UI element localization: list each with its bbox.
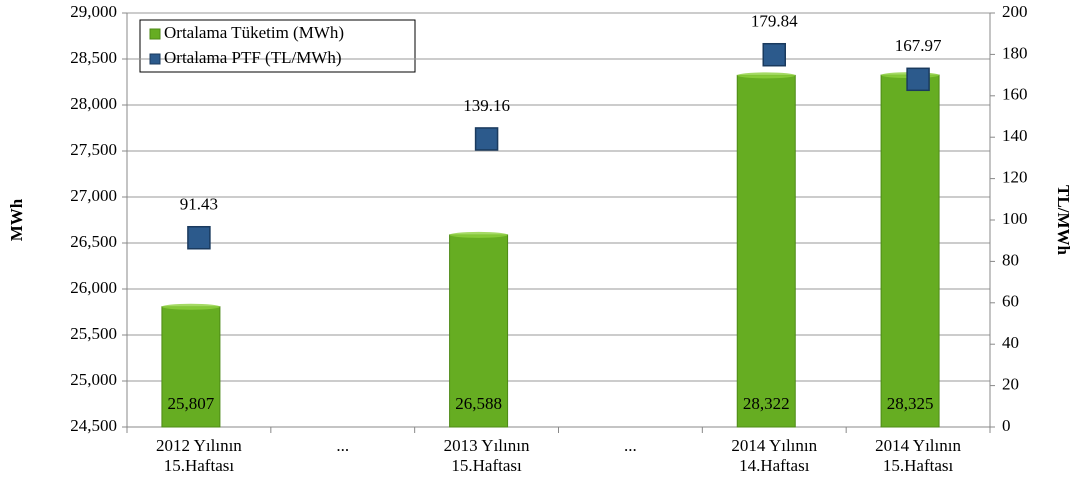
data-label: 26,588 <box>455 394 502 413</box>
data-label: 25,807 <box>168 394 215 413</box>
bar-top <box>737 72 796 79</box>
x-tick-label: ... <box>336 436 350 455</box>
y2-tick-label: 80 <box>1002 250 1019 269</box>
marker <box>906 67 930 92</box>
data-label: 28,325 <box>887 394 934 413</box>
y-tick-label: 27,500 <box>70 140 117 159</box>
legend-box <box>139 19 416 73</box>
bar <box>880 74 940 428</box>
y-tick-label: 25,500 <box>70 324 117 343</box>
y-tick-label: 25,000 <box>70 370 117 389</box>
bar <box>161 306 221 428</box>
y2-tick-label: 60 <box>1002 292 1019 311</box>
bar-top <box>449 231 508 238</box>
y-axis-label: MWh <box>7 198 26 241</box>
y2-tick-label: 20 <box>1002 375 1019 394</box>
y2-tick-label: 0 <box>1002 416 1011 435</box>
x-tick-label: 2014 Yılının 15.Haftası <box>875 436 961 475</box>
data-label: 179.84 <box>751 12 798 31</box>
x-tick-label: ... <box>624 436 637 455</box>
bar <box>449 234 509 428</box>
x-tick-label: 2012 Yılının 15.Haftası <box>156 436 242 475</box>
data-label: 167.97 <box>895 36 942 55</box>
x-tick-label: 2014 Yılının 14.Haftası <box>731 436 818 475</box>
y-tick-label: 24,500 <box>70 416 117 435</box>
y-tick-label: 28,500 <box>70 48 117 67</box>
legend-swatch <box>149 53 161 65</box>
y-tick-label: 26,000 <box>70 278 117 297</box>
y2-tick-label: 100 <box>1002 209 1028 228</box>
y-tick-label: 29,000 <box>70 2 117 21</box>
data-label: 28,322 <box>743 394 790 413</box>
y-tick-label: 28,000 <box>70 94 117 113</box>
y2-axis-label: TL/MWh <box>1054 185 1073 255</box>
y2-tick-label: 160 <box>1002 85 1028 104</box>
legend-label: Ortalama Tüketim (MWh) <box>164 23 344 42</box>
data-label: 91.43 <box>180 195 218 214</box>
marker <box>762 42 786 67</box>
data-label: 139.16 <box>463 96 510 115</box>
y2-tick-label: 140 <box>1002 126 1028 145</box>
marker <box>474 127 499 151</box>
legend-swatch <box>149 28 161 40</box>
y2-tick-label: 40 <box>1002 333 1019 352</box>
x-tick-label: 2013 Yılının 15.Haftası <box>443 436 530 475</box>
y-tick-label: 26,500 <box>70 232 117 251</box>
y-tick-label: 27,000 <box>70 186 117 205</box>
marker <box>187 225 211 250</box>
bar-top <box>161 303 220 310</box>
bar <box>736 74 796 428</box>
y2-tick-label: 200 <box>1002 2 1028 21</box>
legend-label: Ortalama PTF (TL/MWh) <box>164 48 342 67</box>
y2-tick-label: 120 <box>1002 168 1028 187</box>
y2-tick-label: 180 <box>1002 43 1028 62</box>
